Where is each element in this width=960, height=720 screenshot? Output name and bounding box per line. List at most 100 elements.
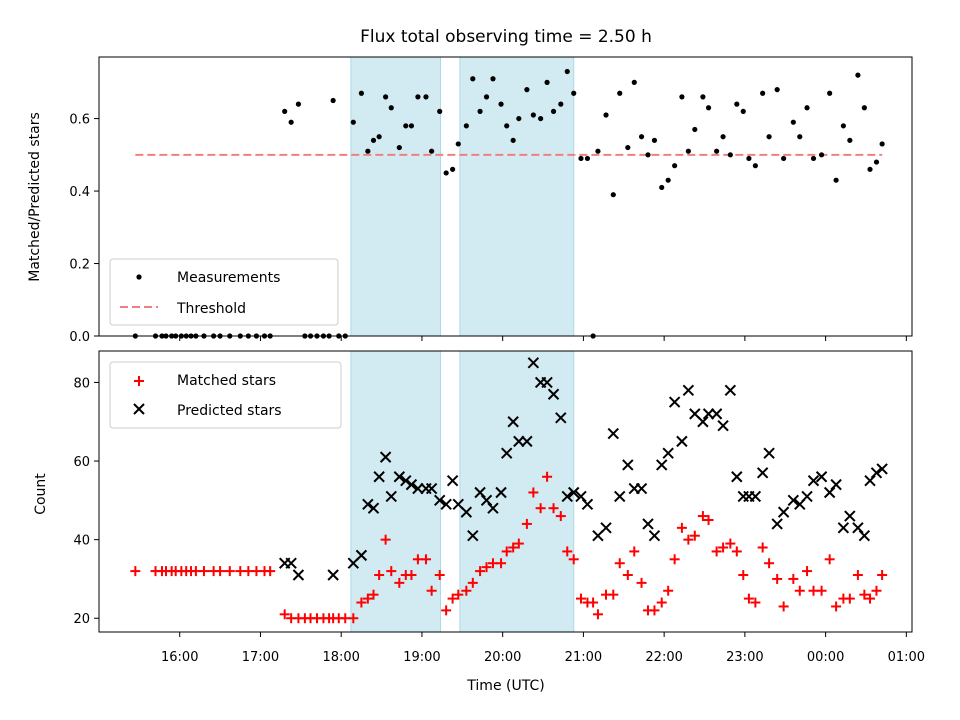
chart-title: Flux total observing time = 2.50 h xyxy=(360,27,652,47)
measurement-point xyxy=(833,177,839,183)
matched-star-point xyxy=(743,593,754,604)
x-tick-label: 23:00 xyxy=(726,650,763,665)
predicted-star-point xyxy=(830,478,842,491)
matched-star-point xyxy=(453,589,464,600)
matched-star-point xyxy=(130,566,141,577)
measurement-point xyxy=(504,123,510,129)
matched-star-point xyxy=(614,558,625,569)
matched-star-point xyxy=(703,514,714,525)
matched-star-point xyxy=(757,542,768,553)
x-axis-label: Time (UTC) xyxy=(466,678,544,694)
measurement-point xyxy=(752,163,758,169)
matched-star-point xyxy=(447,593,458,604)
bottom-axes-frame xyxy=(98,350,913,633)
measurement-point xyxy=(595,148,601,154)
matched-stars-points xyxy=(130,471,888,624)
predicted-star-point xyxy=(487,502,499,514)
legend-predicted-label: Predicted stars xyxy=(177,403,282,419)
predicted-star-point xyxy=(656,459,668,471)
matched-star-point xyxy=(461,585,472,596)
measurement-point xyxy=(760,90,766,96)
measurement-point xyxy=(358,90,364,96)
y-tick-label: 40 xyxy=(73,534,90,549)
matched-star-point xyxy=(513,538,524,549)
measurement-point xyxy=(734,101,740,107)
predicted-star-point xyxy=(405,478,418,491)
matched-star-point xyxy=(689,530,700,541)
legend-matched-label: Matched stars xyxy=(177,373,276,389)
matched-star-point xyxy=(663,585,674,596)
matched-star-point xyxy=(865,593,876,604)
measurement-point xyxy=(861,105,867,111)
legend-matched-marker xyxy=(134,376,144,386)
predicted-star-point xyxy=(731,471,743,483)
measurement-point xyxy=(437,108,443,114)
predicted-star-point xyxy=(756,467,769,479)
predicted-star-point xyxy=(801,490,813,503)
predicted-star-point xyxy=(507,416,519,428)
matched-star-point xyxy=(788,573,799,584)
predicted-star-point xyxy=(648,530,661,542)
top-legend-box xyxy=(109,258,339,326)
measurement-point xyxy=(550,108,557,114)
matched-star-point xyxy=(508,542,519,553)
matched-star-point xyxy=(406,570,417,581)
predicted-star-point xyxy=(876,463,888,475)
y-tick-label: 60 xyxy=(73,455,90,470)
bottom-y-axis-ticks: 20 40 60 80 xyxy=(73,376,99,627)
matched-star-point xyxy=(394,577,405,588)
measurement-point xyxy=(538,115,544,122)
matched-star-point xyxy=(738,570,749,581)
legend-predicted-marker xyxy=(133,403,145,415)
matched-star-point xyxy=(496,558,507,569)
measurement-point xyxy=(429,148,435,154)
shaded-interval xyxy=(459,350,575,633)
matched-star-point xyxy=(348,613,359,624)
measurement-point xyxy=(638,134,645,140)
measurement-point xyxy=(774,87,780,93)
predicted-star-point xyxy=(668,396,681,408)
matched-star-point xyxy=(608,589,619,600)
matched-star-point xyxy=(265,566,276,577)
measurement-point xyxy=(827,90,833,96)
matched-star-point xyxy=(772,573,783,584)
x-tick-label: 20:00 xyxy=(484,650,521,665)
y-tick-label: 0.4 xyxy=(69,185,90,200)
predicted-star-point xyxy=(777,506,790,518)
predicted-star-point xyxy=(815,471,828,483)
top-y-axis-ticks: 0.0 0.2 0.4 0.6 xyxy=(69,113,99,345)
predicted-star-point xyxy=(837,522,850,534)
matched-star-point xyxy=(368,589,379,600)
matched-star-point xyxy=(683,534,694,545)
matched-star-point xyxy=(426,585,437,596)
matched-star-point xyxy=(649,605,660,616)
matched-star-point xyxy=(718,542,729,553)
measurement-point xyxy=(288,119,294,125)
predicted-star-point xyxy=(710,408,723,420)
y-tick-label: 0.6 xyxy=(69,113,90,128)
measurement-point xyxy=(879,141,885,147)
measurement-point xyxy=(720,134,726,140)
matched-star-point xyxy=(711,546,722,557)
predicted-star-point xyxy=(724,384,737,397)
top-y-axis-label: Matched/Predicted stars xyxy=(27,112,43,282)
measurement-point xyxy=(477,108,483,114)
matched-star-point xyxy=(676,522,687,533)
matched-star-point xyxy=(575,593,586,604)
measurement-point xyxy=(295,101,302,107)
matched-star-point xyxy=(778,601,789,612)
matched-star-point xyxy=(198,566,209,577)
predicted-star-point xyxy=(385,490,397,503)
measurement-point xyxy=(490,76,496,82)
x-tick-label: 17:00 xyxy=(242,650,279,665)
measurement-point xyxy=(740,108,746,114)
measurement-point xyxy=(714,148,720,154)
bottom-panel: 20 40 60 80 16:00 17:00 18:00 19:00 20:00 21:00 2… xyxy=(33,350,925,694)
predicted-star-point xyxy=(393,471,406,483)
measurement-point xyxy=(625,144,631,151)
predicted-star-point xyxy=(521,435,533,448)
predicted-star-point xyxy=(787,494,800,507)
legend-threshold-label: Threshold xyxy=(176,301,246,317)
predicted-star-point xyxy=(541,376,553,389)
measurement-point xyxy=(679,94,685,100)
